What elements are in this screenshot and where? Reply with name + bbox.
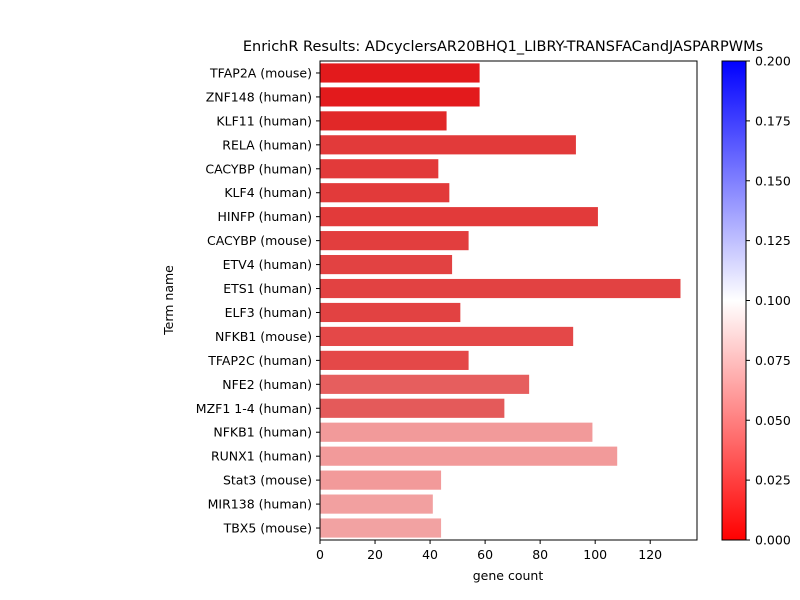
bar-13 [320,374,530,394]
bar-4 [320,159,439,179]
colorbar-tick-label: 0.025 [755,473,791,488]
y-tick-label: NFE2 (human) [222,377,312,392]
y-tick-label: RUNX1 (human) [211,449,312,464]
x-tick-label: 20 [367,547,383,562]
y-tick-labels: TFAP2A (mouse) ZNF148 (human) KLF11 (human… [196,65,320,536]
x-tick-label: 80 [532,547,548,562]
x-tick-label: 0 [316,547,324,562]
colorbar-tick-label: 0.125 [755,233,791,248]
y-tick-label: RELA (human) [222,137,312,152]
bar-6 [320,207,598,227]
y-tick-label: Stat3 (mouse) [223,473,312,488]
x-tick-labels: 0 20 40 60 80 100 120 [316,540,662,562]
bar-2 [320,111,447,131]
y-tick-label: ZNF148 (human) [206,89,312,104]
bar-0 [320,63,480,83]
bar-19 [320,518,442,538]
y-tick-label: ELF3 (human) [225,305,312,320]
y-tick-label: ETS1 (human) [223,281,312,296]
y-tick-label: TFAP2C (human) [207,353,312,368]
bar-5 [320,183,450,203]
y-tick-label: KLF4 (human) [224,185,312,200]
y-tick-label: TFAP2A (mouse) [209,65,312,80]
bar-17 [320,470,442,490]
y-tick-label: CACYBP (mouse) [207,233,312,248]
bar-9 [320,278,681,299]
y-tick-label: MZF1 1-4 (human) [196,401,312,416]
x-tick-label: 60 [477,547,493,562]
bar-14 [320,398,505,418]
plot-frame [319,60,698,541]
colorbar-tick-label: 0.175 [755,113,791,128]
x-axis-label: gene count [473,568,544,583]
bar-11 [320,326,574,347]
y-tick-label: ETV4 (human) [223,257,312,272]
bar-16 [320,446,618,466]
colorbar-ticks: 0.000 0.025 0.050 0.075 0.100 0.125 0.150 0.175… [746,54,791,548]
y-axis-label: Term name [161,265,176,336]
x-tick-label: 120 [638,547,662,562]
colorbar-tick-label: 0.000 [755,533,791,548]
bar-3 [320,135,576,155]
colorbar-tick-label: 0.075 [755,353,791,368]
bar-8 [320,254,453,275]
bar-7 [320,231,469,251]
y-tick-label: NFKB1 (mouse) [215,329,312,344]
bar-10 [320,302,461,323]
colorbar-tick-label: 0.200 [755,54,791,69]
x-tick-label: 40 [422,547,438,562]
bar-18 [320,494,433,514]
y-tick-label: KLF11 (human) [216,113,312,128]
y-tick-label: MIR138 (human) [208,497,312,512]
y-tick-label: CACYBP (human) [205,161,312,176]
bar-1 [320,87,480,107]
bar-12 [320,350,469,370]
colorbar [721,60,747,541]
y-tick-label: NFKB1 (human) [213,425,312,440]
colorbar-tick-label: 0.050 [755,413,791,428]
chart-title: EnrichR Results: ADcyclersAR20BHQ1_LIBRY… [243,39,763,55]
colorbar-tick-label: 0.100 [755,293,791,308]
x-tick-label: 100 [583,547,607,562]
colorbar-tick-label: 0.150 [755,173,791,188]
y-tick-label: HINFP (human) [218,209,313,224]
bars-group [320,63,681,538]
bar-15 [320,422,593,442]
y-tick-label: TBX5 (mouse) [223,521,312,536]
